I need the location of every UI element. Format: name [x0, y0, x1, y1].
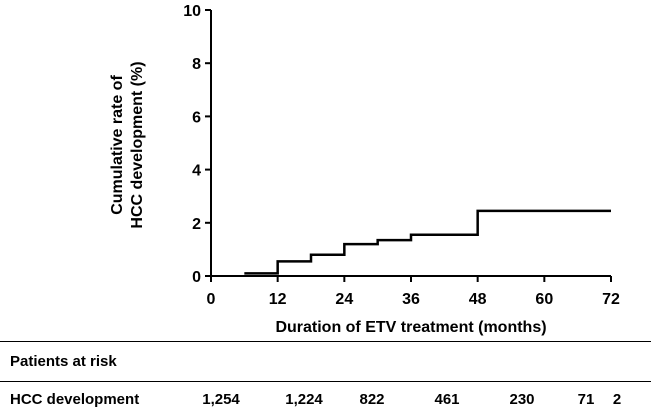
series-layer	[244, 209, 611, 275]
risk-value: 461	[434, 391, 460, 408]
x-tick-label: 24	[335, 291, 353, 308]
risk-value: 822	[359, 391, 385, 408]
x-tick-label: 72	[602, 291, 620, 308]
risk-value: 1,224	[285, 391, 323, 408]
x-tick-label: 60	[535, 291, 553, 308]
risk-value: 230	[509, 391, 535, 408]
y-tick-label: 10	[183, 3, 201, 20]
y-tick-label: 6	[192, 109, 201, 126]
x-tick-label: 12	[269, 291, 287, 308]
risk-value: 71	[577, 391, 595, 408]
y-tick-label: 8	[192, 56, 201, 73]
patients-at-risk-table: Patients at risk HCC development 1,254 1…	[0, 341, 651, 417]
y-axis-title-line1: Cumulative rate of	[109, 75, 126, 215]
x-tick-label: 0	[207, 291, 216, 308]
risk-table-header: Patients at risk	[10, 352, 117, 370]
table-top-rule	[0, 341, 651, 342]
x-tick-label: 36	[402, 291, 420, 308]
x-tick-label: 48	[469, 291, 487, 308]
y-axis-title-line2: HCC development (%)	[129, 61, 146, 228]
y-tick-label: 0	[192, 269, 201, 286]
risk-row-label: HCC development	[10, 391, 140, 408]
y-tick-label: 4	[192, 163, 201, 180]
table-header-rule	[0, 381, 651, 382]
risk-value: 2	[612, 391, 622, 408]
cumulative-hcc-step-line	[244, 209, 611, 275]
x-axis-title: Duration of ETV treatment (months)	[275, 319, 546, 336]
risk-row-hcc: HCC development 1,254 1,224 822 461 230 …	[0, 381, 651, 417]
risk-value: 1,254	[202, 391, 240, 408]
y-tick-label: 2	[192, 216, 201, 233]
